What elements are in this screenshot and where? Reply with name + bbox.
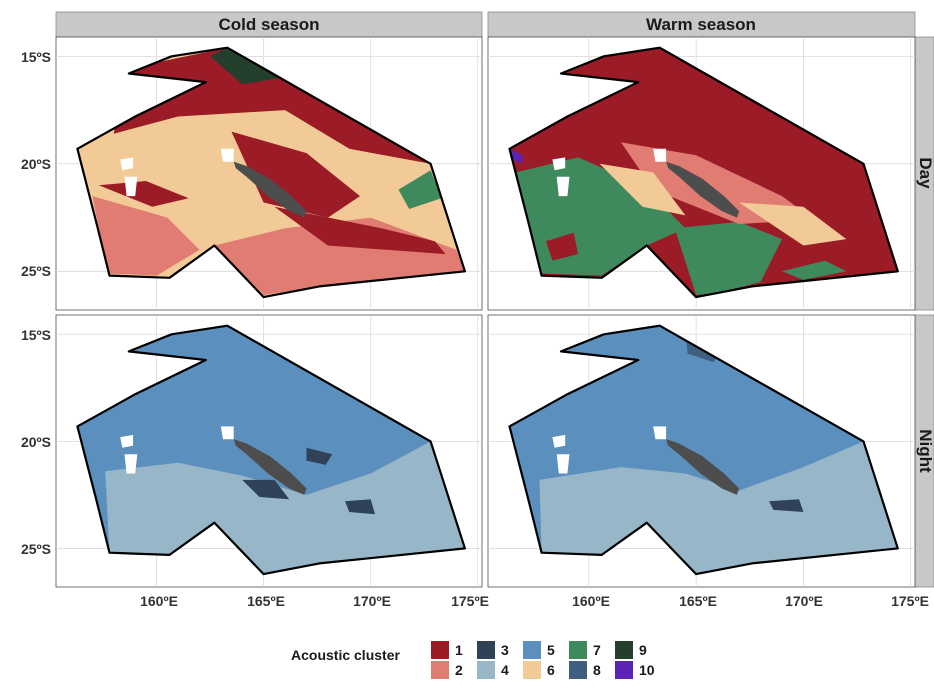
strip-warm-season: Warm season (646, 15, 756, 34)
cluster-9-area (210, 47, 281, 85)
legend-label-7: 7 (593, 642, 601, 658)
cluster-7-area (398, 170, 442, 209)
land-patch (220, 426, 234, 440)
legend-swatch-3 (477, 641, 495, 659)
cluster-3-area (769, 499, 804, 512)
land-patch (552, 157, 566, 171)
y-axis-top: 15ºS 20ºS 25ºS (21, 49, 51, 279)
study-area-outline (76, 324, 466, 576)
study-area-outline (76, 46, 466, 299)
land-patch (120, 434, 134, 448)
x-tick-165e: 165ºE (247, 593, 285, 609)
new-caledonia-island (233, 439, 307, 495)
x-tick-160e: 160ºE (572, 593, 610, 609)
legend-label-10: 10 (639, 662, 655, 678)
cluster-3-area (306, 447, 333, 465)
cluster-layer (509, 325, 898, 575)
x-tick-165e: 165ºE (679, 593, 717, 609)
legend-label-3: 3 (501, 642, 509, 658)
legend-swatch-9 (615, 641, 633, 659)
x-tick-175e: 175ºE (451, 593, 489, 609)
cluster-2-area (92, 196, 200, 276)
cluster-10-area (509, 148, 523, 164)
legend-label-4: 4 (501, 662, 509, 678)
cluster-3-area (242, 479, 290, 500)
land-patch (653, 148, 667, 162)
column-strips: Cold season Warm season (55, 11, 916, 38)
new-caledonia-island (666, 161, 740, 218)
y-tick-25s: 25ºS (21, 263, 51, 279)
x-tick-160e: 160ºE (140, 593, 178, 609)
strip-night: Night (916, 429, 934, 473)
cluster-2-area (621, 142, 815, 224)
land-patch (556, 176, 570, 197)
legend-swatch-6 (523, 661, 541, 679)
land-patch (220, 148, 234, 162)
y-tick-15s: 15ºS (21, 49, 51, 65)
cluster-7-area (782, 260, 847, 280)
cluster-1-area (274, 206, 446, 255)
legend: Acoustic cluster 1 2 3 4 5 6 7 8 9 10 (291, 641, 655, 679)
y-tick-15s: 15ºS (21, 327, 51, 343)
cluster-1-area (98, 181, 189, 207)
legend-label-8: 8 (593, 662, 601, 678)
cluster-1-area (545, 232, 579, 261)
panel-warm-season-day (487, 36, 916, 311)
cluster-1-area (231, 131, 360, 218)
land-patch (120, 157, 134, 171)
panel-cold-season-night (55, 314, 483, 588)
legend-label-1: 1 (455, 642, 463, 658)
cluster-1-area (113, 47, 431, 164)
row-strips: Day Night (914, 36, 934, 588)
study-area-outline (508, 46, 899, 299)
panel-cold-season-day (55, 36, 483, 311)
legend-label-9: 9 (639, 642, 647, 658)
cluster-4-area (539, 441, 898, 575)
legend-title: Acoustic cluster (291, 647, 400, 663)
x-tick-170e: 170ºE (353, 593, 391, 609)
y-tick-20s: 20ºS (21, 434, 51, 450)
legend-swatch-10 (615, 661, 633, 679)
land-patch (653, 426, 667, 440)
cluster-3-area (345, 499, 375, 515)
y-tick-20s: 20ºS (21, 156, 51, 172)
legend-swatch-2 (431, 661, 449, 679)
cluster-6-area (739, 202, 847, 246)
legend-items: 1 2 3 4 5 6 7 8 9 10 (431, 641, 655, 679)
legend-swatch-1 (431, 641, 449, 659)
legend-swatch-7 (569, 641, 587, 659)
x-tick-170e: 170ºE (785, 593, 823, 609)
study-area-outline (508, 324, 899, 576)
cluster-6-area (599, 163, 686, 216)
land-patch (552, 434, 566, 448)
y-tick-25s: 25ºS (21, 541, 51, 557)
new-caledonia-island (233, 161, 307, 218)
land-patch (124, 176, 138, 197)
legend-swatch-4 (477, 661, 495, 679)
strip-cold-season: Cold season (218, 15, 319, 34)
legend-label-6: 6 (547, 662, 555, 678)
y-axis-bottom: 15ºS 20ºS 25ºS (21, 327, 51, 557)
panel-warm-season-night (487, 314, 916, 588)
x-axis-left: 160ºE 165ºE 170ºE 175ºE (140, 593, 489, 609)
legend-label-2: 2 (455, 662, 463, 678)
new-caledonia-island (666, 439, 740, 495)
x-tick-175e: 175ºE (891, 593, 929, 609)
legend-label-5: 5 (547, 642, 555, 658)
land-patch (124, 454, 138, 474)
cluster-7-area (674, 221, 782, 295)
cluster-4-area (105, 441, 465, 575)
legend-swatch-5 (523, 641, 541, 659)
land-patch (556, 454, 570, 474)
strip-day: Day (916, 157, 934, 189)
x-axis-right: 160ºE 165ºE 170ºE 175ºE (572, 593, 929, 609)
legend-swatch-8 (569, 661, 587, 679)
